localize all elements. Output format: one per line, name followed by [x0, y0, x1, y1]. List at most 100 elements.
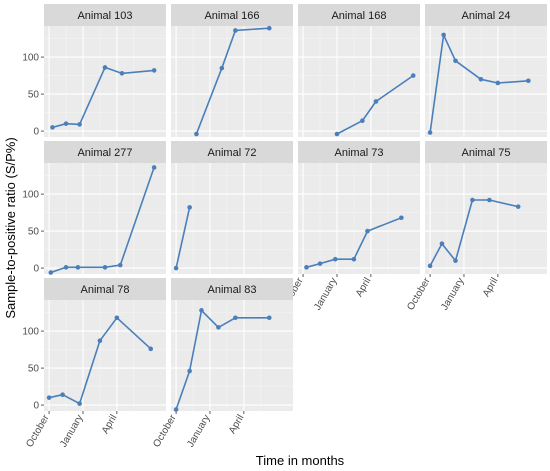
- data-point: [63, 121, 69, 126]
- facet-panel: Animal 83 October January April: [151, 278, 293, 449]
- facet-label: Animal 168: [331, 10, 386, 22]
- data-point: [427, 130, 433, 135]
- plot-background: [44, 163, 166, 274]
- y-tick-label: 100: [22, 53, 39, 64]
- plot-background: [44, 300, 166, 411]
- data-point: [219, 65, 225, 71]
- facet-panel: Animal 103 0 50 100: [22, 4, 166, 138]
- facet-panel: Animal 78 0 50 100 October January April: [22, 278, 166, 449]
- data-point: [478, 76, 484, 82]
- series-line: [306, 217, 402, 269]
- y-tick-label: 50: [28, 90, 40, 101]
- x-tick-label: October: [405, 275, 433, 312]
- data-point: [102, 65, 108, 70]
- data-point: [97, 338, 103, 344]
- x-tick-label: April: [481, 276, 501, 299]
- facet-panel: Animal 24: [425, 4, 547, 137]
- data-point: [114, 315, 120, 321]
- data-point: [102, 265, 108, 270]
- data-point: [187, 205, 192, 210]
- data-point: [173, 265, 179, 271]
- data-point: [216, 325, 221, 330]
- series-line: [175, 207, 191, 269]
- x-tick-label: April: [227, 413, 247, 436]
- facet-label: Animal 24: [462, 10, 511, 22]
- plot-background: [171, 163, 293, 274]
- data-point: [46, 395, 52, 400]
- data-point: [50, 125, 55, 130]
- plot-background: [425, 163, 547, 274]
- data-point: [427, 263, 433, 269]
- y-tick-label: 100: [22, 327, 39, 338]
- plot-background: [298, 26, 420, 137]
- y-tick-label: 0: [33, 401, 39, 412]
- data-point: [317, 261, 323, 266]
- data-point: [233, 315, 238, 321]
- data-point: [453, 58, 458, 64]
- facet-panel: Animal 277 0 50 100: [22, 141, 166, 275]
- data-point: [410, 73, 416, 78]
- facet-label: Animal 83: [208, 284, 257, 296]
- facet-strip: [298, 4, 420, 26]
- facet-strip: [425, 4, 547, 26]
- data-point: [151, 68, 157, 73]
- facet-strip: [298, 141, 420, 163]
- facet-panel: Animal 168: [298, 4, 420, 137]
- data-point: [148, 346, 154, 352]
- data-point: [332, 256, 338, 262]
- series-line: [336, 74, 414, 135]
- data-point: [194, 131, 199, 137]
- data-point: [365, 228, 370, 234]
- data-point: [77, 122, 82, 127]
- data-point: [266, 315, 272, 321]
- facet-label: Animal 277: [77, 147, 132, 159]
- data-point: [187, 368, 192, 374]
- y-tick-label: 50: [28, 227, 40, 238]
- data-point: [399, 215, 404, 221]
- data-point: [266, 25, 272, 31]
- data-point: [199, 308, 204, 313]
- x-tick-label: October: [151, 412, 179, 449]
- x-tick-label: January: [439, 276, 466, 312]
- facet-strip: [425, 141, 547, 163]
- data-point: [470, 197, 475, 203]
- series-line: [50, 167, 155, 274]
- data-point: [441, 32, 446, 38]
- y-axis-title: Sample-to-positive ratio (S/P%): [3, 137, 18, 318]
- series-line: [429, 199, 519, 267]
- facet-strip: [171, 278, 293, 300]
- x-tick-label: April: [354, 276, 374, 299]
- data-point: [526, 78, 531, 84]
- facet-strip: [44, 278, 166, 300]
- facet-panel: Animal 166: [171, 4, 293, 137]
- facet-label: Animal 78: [81, 284, 130, 296]
- facet-panel: Animal 72: [171, 141, 293, 274]
- series-line: [175, 309, 270, 410]
- y-tick-label: 0: [33, 127, 39, 138]
- data-point: [439, 241, 445, 246]
- y-tick-label: 100: [22, 190, 39, 201]
- facet-label: Animal 73: [335, 147, 384, 159]
- x-tick-label: January: [185, 413, 212, 449]
- data-point: [77, 401, 82, 406]
- series-line: [48, 317, 152, 405]
- data-point: [60, 392, 65, 398]
- facet-panel: Animal 73OctoberJanuaryApril: [278, 141, 420, 312]
- x-tick-label: January: [58, 413, 85, 449]
- data-point: [487, 197, 492, 203]
- data-point: [515, 204, 521, 209]
- facet-strip: [44, 141, 166, 163]
- x-axis-title: Time in months: [256, 453, 345, 468]
- data-point: [453, 258, 458, 263]
- data-point: [119, 71, 125, 76]
- plot-background: [44, 26, 166, 137]
- data-point: [233, 28, 238, 33]
- data-point: [304, 265, 309, 270]
- data-point: [334, 131, 340, 137]
- facet-label: Animal 72: [208, 147, 257, 159]
- x-tick-label: October: [24, 412, 52, 449]
- data-point: [75, 265, 81, 270]
- facet-panels: Animal 103 0 50 100 Animal 166 Animal 168 Anim…: [22, 4, 547, 449]
- y-tick-label: 50: [28, 364, 40, 375]
- data-point: [48, 270, 54, 275]
